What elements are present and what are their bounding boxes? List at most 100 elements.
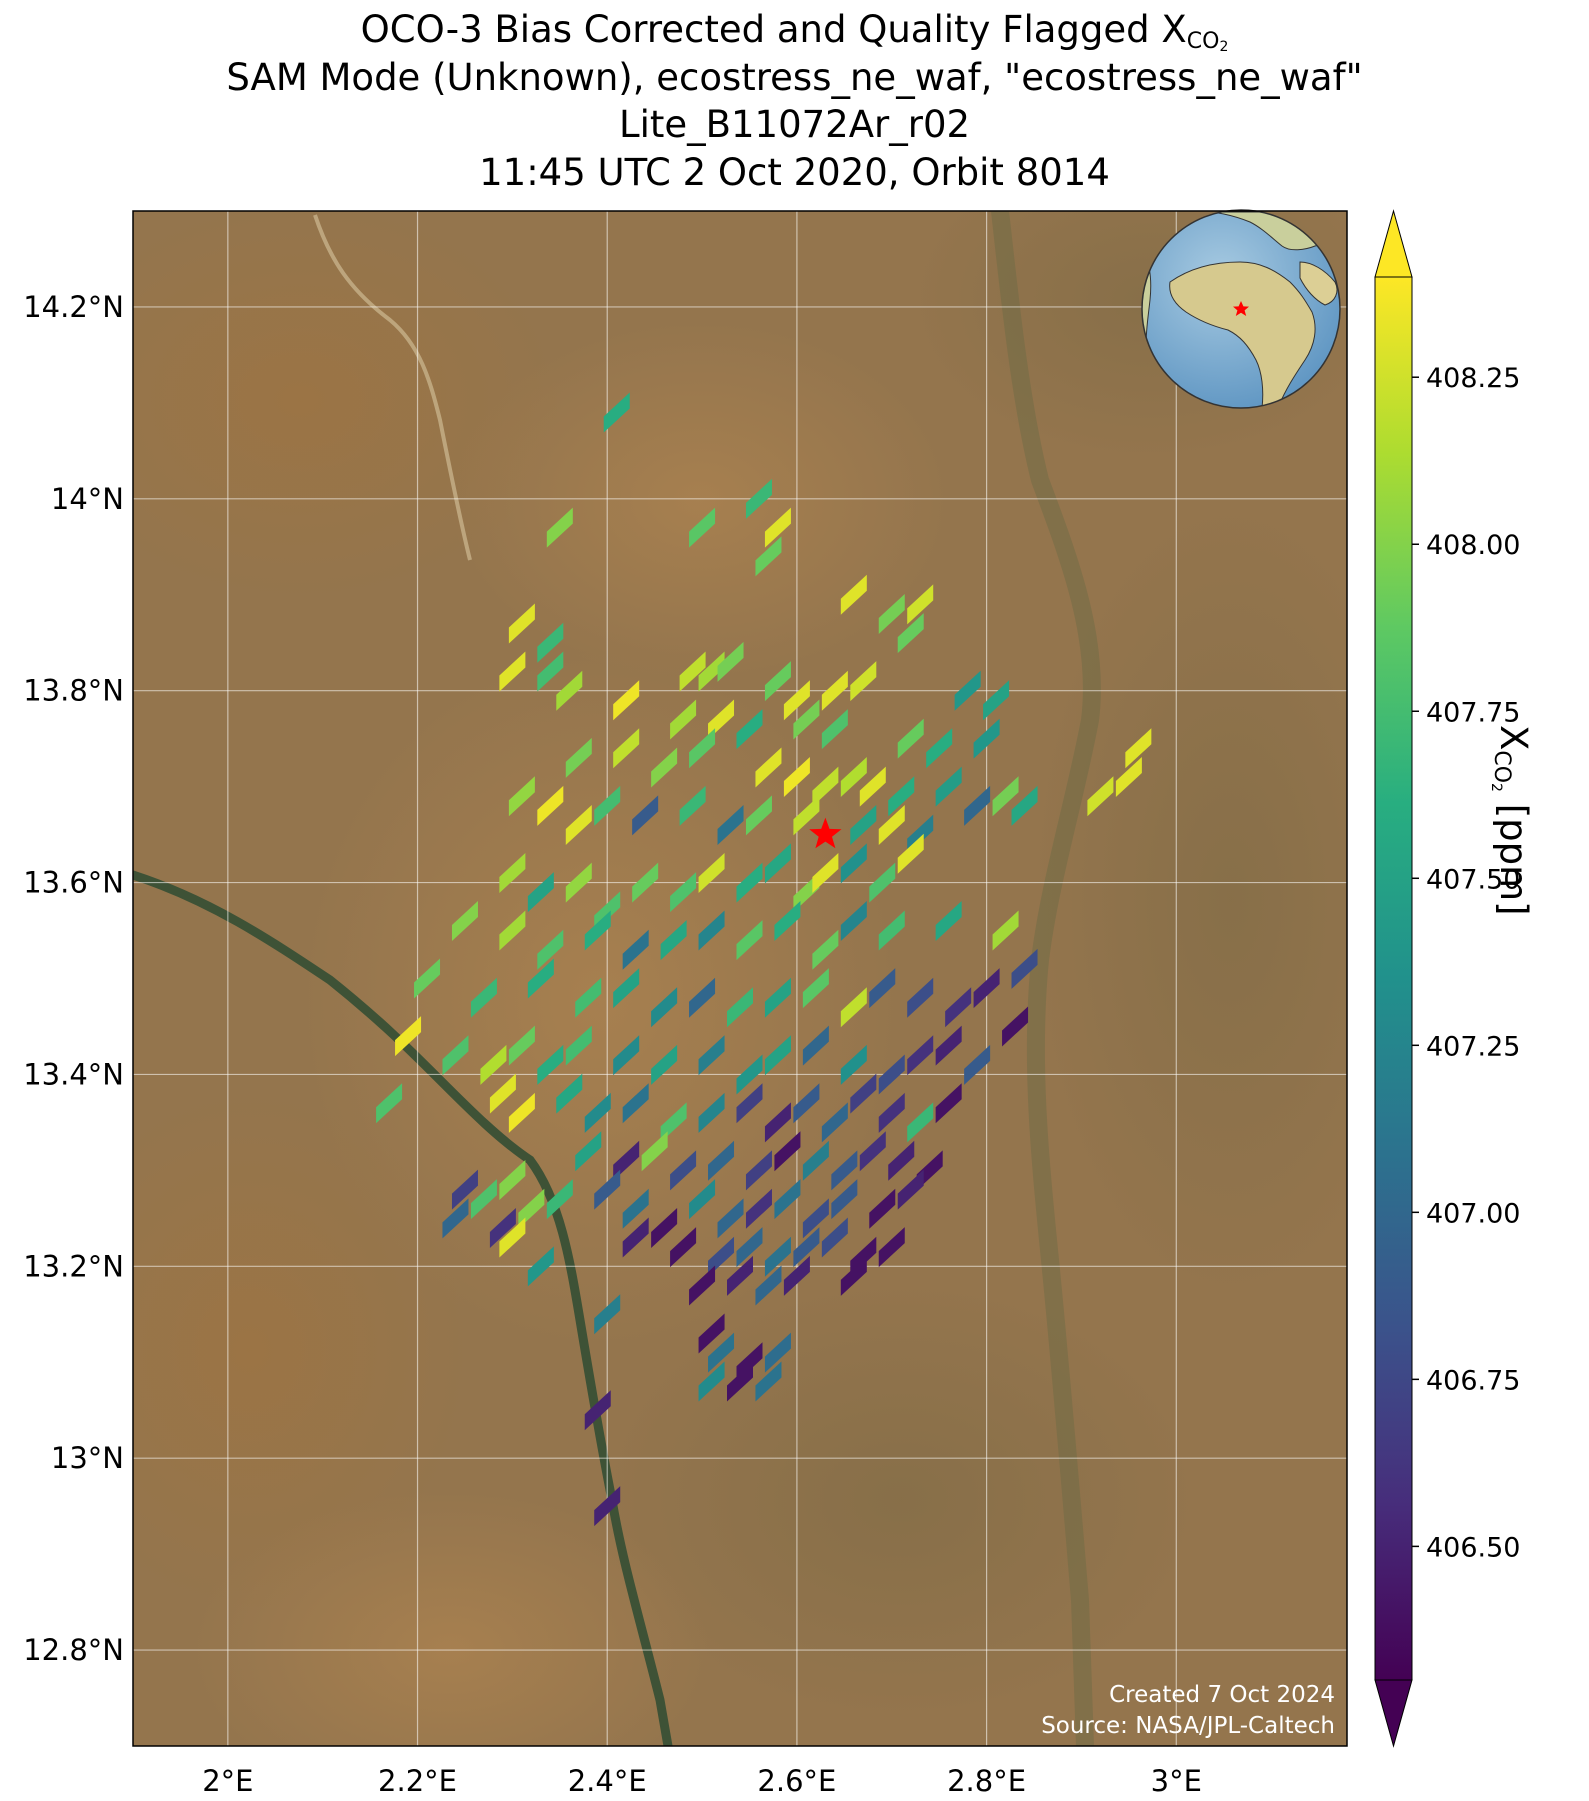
- sounding-footprint: [793, 1227, 820, 1268]
- sounding-footprint: [451, 900, 478, 941]
- colorbar-tick-label: 407.50: [1426, 864, 1520, 895]
- sounding-footprint: [1011, 785, 1038, 826]
- sounding-footprint: [641, 1131, 668, 1172]
- colorbar-extend-bottom: [1374, 1679, 1413, 1748]
- sounding-footprint: [594, 785, 621, 826]
- sounding-footprint: [897, 718, 924, 759]
- sounding-footprint: [613, 680, 640, 721]
- sounding-footprint: [973, 968, 1000, 1009]
- sounding-footprint: [935, 1083, 962, 1124]
- sounding-footprint: [764, 843, 791, 884]
- sounding-footprint: [831, 1179, 858, 1220]
- sounding-footprint: [670, 1150, 697, 1191]
- lon-tick-label: 2.8°E: [947, 1764, 1026, 1798]
- sounding-footprint: [632, 862, 659, 903]
- sounding-footprint: [489, 1073, 516, 1114]
- wadi-north: [313, 214, 472, 561]
- sounding-footprint: [907, 1102, 934, 1143]
- sounding-footprint: [831, 1150, 858, 1191]
- colorbar-tick-label: 407.75: [1426, 697, 1520, 728]
- sounding-footprint: [698, 1313, 725, 1354]
- title-line-3: Lite_B11072Ar_r02: [618, 103, 971, 146]
- colorbar-tick-label: 406.50: [1426, 1532, 1520, 1563]
- sounding-footprint: [499, 1217, 526, 1258]
- sounding-footprint: [708, 1332, 735, 1373]
- lat-tick-label: 13.2°N: [23, 1249, 124, 1283]
- sounding-footprint: [527, 1246, 554, 1287]
- colorbar-tick-label: 408.00: [1426, 530, 1520, 561]
- sounding-footprint: [470, 1179, 497, 1220]
- soundings-layer: [376, 392, 1152, 1527]
- sounding-footprint: [622, 1217, 649, 1258]
- sounding-footprint: [622, 929, 649, 970]
- sounding-footprint: [745, 1150, 772, 1191]
- river-valley-east: [991, 211, 1101, 1746]
- sounding-footprint: [660, 920, 687, 961]
- sounding-footprint: [945, 987, 972, 1028]
- title-line-1-text: OCO-3 Bias Corrected and Quality Flagged…: [360, 8, 1187, 51]
- sounding-footprint: [821, 709, 848, 750]
- sounding-footprint: [594, 1169, 621, 1210]
- target-marker: [809, 817, 842, 849]
- sounding-footprint: [878, 910, 905, 951]
- sounding-footprint: [954, 670, 981, 711]
- sounding-footprint: [594, 1294, 621, 1335]
- sounding-footprint: [698, 1035, 725, 1076]
- lon-tick-label: 2.6°E: [757, 1764, 836, 1798]
- sounding-footprint: [651, 987, 678, 1028]
- sounding-footprint: [546, 1179, 573, 1220]
- sounding-footprint: [736, 862, 763, 903]
- sounding-footprint: [584, 1390, 611, 1431]
- sounding-footprint: [575, 977, 602, 1018]
- sounding-footprint: [764, 661, 791, 702]
- sounding-footprint: [992, 776, 1019, 817]
- sounding-footprint: [783, 757, 810, 798]
- map-frame: [132, 210, 1348, 1747]
- sounding-footprint: [717, 805, 744, 845]
- sounding-footprint: [689, 1265, 716, 1306]
- sounding-footprint: [840, 987, 867, 1028]
- sounding-footprint: [888, 1140, 915, 1181]
- sounding-footprint: [802, 968, 829, 1009]
- axis-tick-labels: 2°E 2.2°E 2.4°E 2.6°E 2.8°E 3°E 12.8°N 13°N 13.2…: [23, 290, 1202, 1798]
- sounding-footprint: [840, 1255, 867, 1296]
- sounding-footprint: [575, 1131, 602, 1172]
- sounding-footprint: [888, 776, 915, 817]
- sounding-footprint: [840, 1044, 867, 1085]
- sounding-footprint: [499, 651, 526, 692]
- sounding-footprint: [812, 852, 839, 893]
- sounding-footprint: [717, 641, 744, 682]
- sounding-footprint: [442, 1035, 469, 1076]
- sounding-footprint: [821, 1102, 848, 1143]
- sounding-footprint: [973, 718, 1000, 759]
- sounding-footprint: [670, 872, 697, 913]
- sounding-footprint: [964, 1044, 991, 1085]
- sounding-footprint: [376, 1083, 403, 1124]
- sounding-footprint: [878, 593, 905, 634]
- sounding-footprint: [840, 900, 867, 941]
- sounding-footprint: [689, 728, 716, 769]
- sounding-footprint: [869, 1188, 896, 1229]
- sounding-footprint: [708, 1140, 735, 1181]
- sounding-footprint: [764, 1332, 791, 1373]
- map-panel: 2°E 2.2°E 2.4°E 2.6°E 2.8°E 3°E 12.8°N 13°N 13.2…: [23, 209, 1348, 1798]
- sounding-footprint: [689, 1179, 716, 1220]
- sounding-footprint: [840, 574, 867, 615]
- lon-tick-label: 2.2°E: [378, 1764, 457, 1798]
- sounding-footprint: [565, 737, 592, 778]
- sounding-footprint: [821, 670, 848, 711]
- colorbar-extend-top: [1374, 209, 1413, 278]
- colorbar-ticks: 406.50 406.75 407.00 407.25 407.50 407.75 408.…: [1412, 363, 1520, 1563]
- sounding-footprint: [897, 1169, 924, 1210]
- sounding-footprint: [499, 852, 526, 893]
- gridlines: [133, 211, 1347, 1746]
- sounding-footprint: [850, 1073, 877, 1114]
- sounding-footprint: [584, 910, 611, 951]
- sounding-footprint: [878, 1092, 905, 1133]
- sounding-footprint: [774, 1179, 801, 1220]
- sounding-footprint: [755, 1361, 782, 1402]
- sounding-footprint: [869, 862, 896, 903]
- globe-land-africa: [1169, 261, 1316, 408]
- sounding-footprint: [774, 1131, 801, 1172]
- sounding-footprint: [1115, 757, 1142, 798]
